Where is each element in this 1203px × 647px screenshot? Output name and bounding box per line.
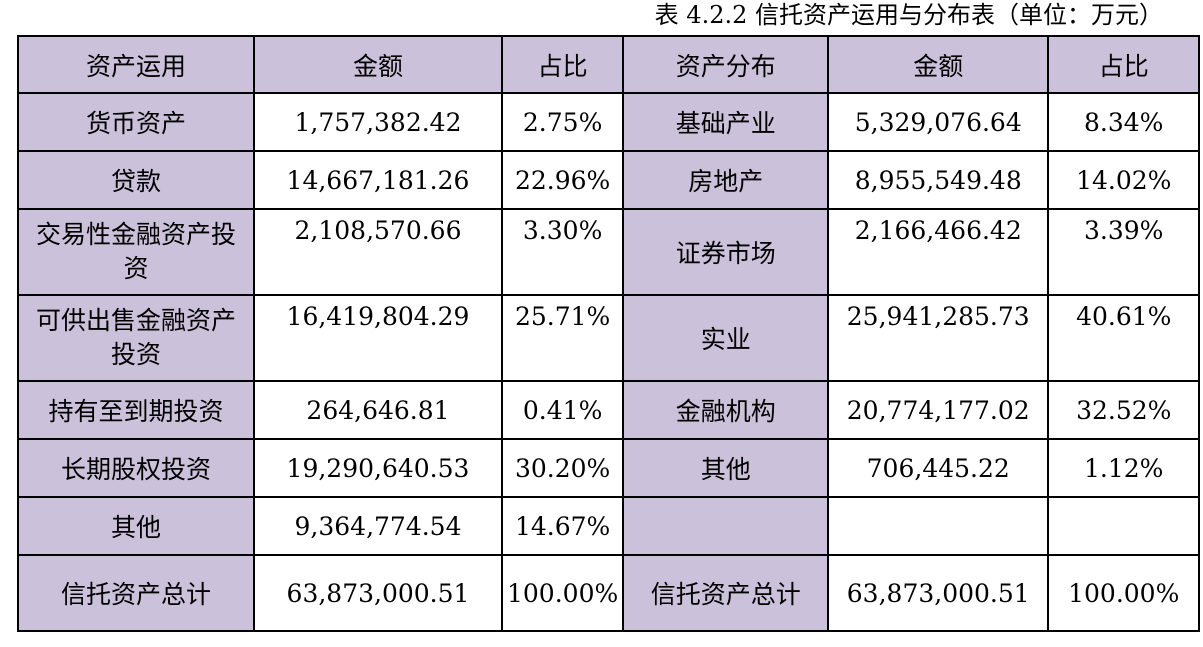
table-row: 其他 9,364,774.54 14.67% <box>17 496 1201 556</box>
row-use-label: 交易性金融资产投资 <box>17 208 255 296</box>
row-dist-label <box>622 496 830 556</box>
row-dist-ratio: 32.52% <box>1047 380 1201 440</box>
row-use-amount: 9,364,774.54 <box>253 496 503 556</box>
total-use-amount: 63,873,000.51 <box>253 554 503 632</box>
row-dist-amount <box>827 496 1050 556</box>
row-use-ratio: 25.71% <box>500 294 625 382</box>
table-row: 交易性金融资产投资 2,108,570.66 3.30% 证券市场 2,166,… <box>17 208 1201 296</box>
header-asset-distribution: 资产分布 <box>622 35 830 94</box>
header-asset-use: 资产运用 <box>17 35 255 94</box>
row-use-ratio: 14.67% <box>500 496 625 556</box>
header-ratio-distribution: 占比 <box>1047 35 1201 94</box>
row-use-amount: 14,667,181.26 <box>253 150 503 210</box>
total-dist-label: 信托资产总计 <box>622 554 830 632</box>
row-use-label: 其他 <box>17 496 255 556</box>
table-row: 货币资产 1,757,382.42 2.75% 基础产业 5,329,076.6… <box>17 92 1201 152</box>
row-dist-ratio: 1.12% <box>1047 438 1201 498</box>
total-use-ratio: 100.00% <box>500 554 625 632</box>
row-dist-ratio: 8.34% <box>1047 92 1201 152</box>
row-use-ratio: 2.75% <box>500 92 625 152</box>
table-row: 长期股权投资 19,290,640.53 30.20% 其他 706,445.2… <box>17 438 1201 498</box>
row-dist-ratio: 14.02% <box>1047 150 1201 210</box>
row-dist-label: 金融机构 <box>622 380 830 440</box>
row-use-amount: 16,419,804.29 <box>253 294 503 382</box>
row-use-amount: 2,108,570.66 <box>253 208 503 296</box>
row-dist-amount: 706,445.22 <box>827 438 1050 498</box>
row-dist-ratio: 3.39% <box>1047 208 1201 296</box>
table-row: 贷款 14,667,181.26 22.96% 房地产 8,955,549.48… <box>17 150 1201 210</box>
header-amount-use: 金额 <box>253 35 503 94</box>
row-dist-ratio <box>1047 496 1201 556</box>
row-use-label: 贷款 <box>17 150 255 210</box>
table-header-row: 资产运用 金额 占比 资产分布 金额 占比 <box>17 35 1201 94</box>
row-use-amount: 19,290,640.53 <box>253 438 503 498</box>
row-dist-label: 其他 <box>622 438 830 498</box>
row-dist-ratio: 40.61% <box>1047 294 1201 382</box>
row-use-ratio: 22.96% <box>500 150 625 210</box>
row-dist-amount: 5,329,076.64 <box>827 92 1050 152</box>
row-use-label: 长期股权投资 <box>17 438 255 498</box>
row-dist-amount: 8,955,549.48 <box>827 150 1050 210</box>
table-row: 持有至到期投资 264,646.81 0.41% 金融机构 20,774,177… <box>17 380 1201 440</box>
total-dist-amount: 63,873,000.51 <box>827 554 1050 632</box>
row-use-amount: 264,646.81 <box>253 380 503 440</box>
row-dist-amount: 2,166,466.42 <box>827 208 1050 296</box>
trust-asset-table: 资产运用 金额 占比 资产分布 金额 占比 货币资产 1,757,382.42 … <box>17 35 1201 632</box>
table-row: 可供出售金融资产投资 16,419,804.29 25.71% 实业 25,94… <box>17 294 1201 382</box>
row-use-ratio: 30.20% <box>500 438 625 498</box>
total-dist-ratio: 100.00% <box>1047 554 1201 632</box>
row-use-label: 可供出售金融资产投资 <box>17 294 255 382</box>
row-dist-label: 实业 <box>622 294 830 382</box>
header-ratio-use: 占比 <box>500 35 625 94</box>
row-dist-amount: 20,774,177.02 <box>827 380 1050 440</box>
header-amount-distribution: 金额 <box>827 35 1050 94</box>
row-use-label: 货币资产 <box>17 92 255 152</box>
table-caption: 表 4.2.2 信托资产运用与分布表（单位：万元） <box>654 1 1163 29</box>
row-use-amount: 1,757,382.42 <box>253 92 503 152</box>
total-row: 信托资产总计 63,873,000.51 100.00% 信托资产总计 63,8… <box>17 554 1201 632</box>
row-dist-label: 基础产业 <box>622 92 830 152</box>
total-use-label: 信托资产总计 <box>17 554 255 632</box>
row-dist-amount: 25,941,285.73 <box>827 294 1050 382</box>
row-dist-label: 证券市场 <box>622 208 830 296</box>
row-use-label: 持有至到期投资 <box>17 380 255 440</box>
row-use-ratio: 0.41% <box>500 380 625 440</box>
row-dist-label: 房地产 <box>622 150 830 210</box>
row-use-ratio: 3.30% <box>500 208 625 296</box>
